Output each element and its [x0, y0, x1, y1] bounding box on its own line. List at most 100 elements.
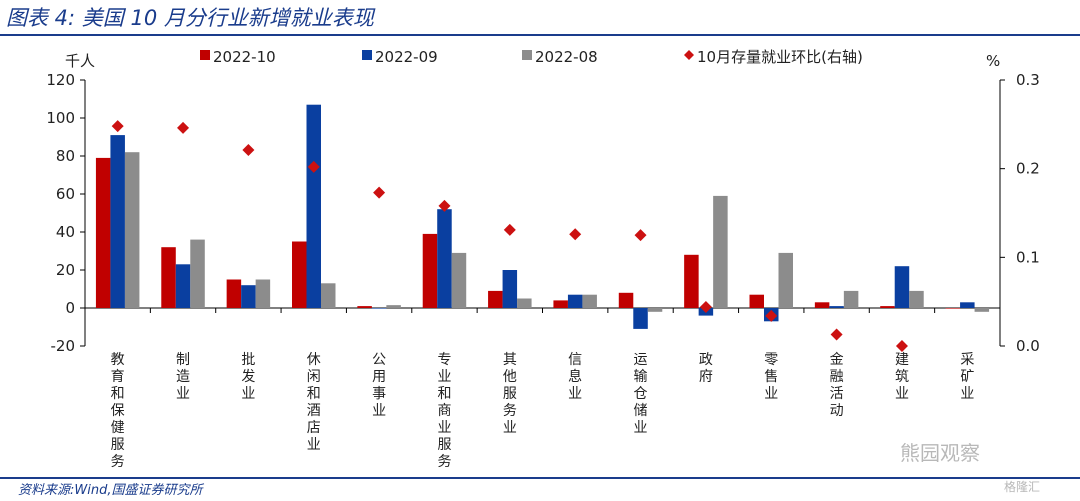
bar — [713, 195, 728, 308]
bar — [633, 308, 648, 329]
ratio-point — [177, 121, 190, 134]
ratio-point — [111, 120, 124, 133]
ratio-point — [307, 160, 320, 173]
bar — [502, 270, 518, 308]
bar — [909, 290, 924, 308]
bar — [124, 152, 140, 308]
legend-label: 2022-10 — [213, 48, 276, 66]
bar — [778, 252, 793, 308]
left-tick-label: 120 — [46, 71, 75, 89]
watermark: 熊园观察 — [900, 441, 980, 465]
left-tick-label: 20 — [56, 261, 75, 279]
bar — [386, 305, 401, 308]
bar — [292, 241, 307, 308]
left-tick-label: 0 — [65, 299, 75, 317]
bar — [190, 239, 205, 308]
bar — [437, 209, 452, 308]
right-tick-label: 0.2 — [1016, 160, 1040, 178]
category-label: 教育和保健服务 — [111, 352, 125, 470]
bar — [357, 306, 372, 308]
right-tick-label: 0.3 — [1016, 71, 1040, 89]
left-axis-unit: 千人 — [65, 52, 95, 70]
category-label: 零售业 — [764, 352, 778, 402]
bar-chart: 2022-10 2022-09 2022-08 10月存量就业环比(右轴) -20 0 2… — [46, 48, 1040, 470]
category-label: 其他服务业 — [503, 352, 517, 436]
category-label: 信息业 — [568, 352, 582, 402]
category-label: 采矿业 — [960, 352, 974, 402]
legend-label: 2022-08 — [535, 48, 598, 66]
category-label: 专业和商业服务 — [437, 352, 451, 470]
bar — [647, 308, 663, 312]
bar — [226, 279, 242, 308]
category-labels: 教育和保健服务 制造业 批发业 休闲和酒店业 公用事业 专业和商业服务 其他服务业 信息业 运输… — [111, 352, 975, 470]
axes: -20 0 20 40 60 80 100 120 0.0 0.1 0.2 0.3 千人% — [46, 52, 1040, 355]
bar — [95, 157, 111, 308]
bar — [306, 104, 321, 308]
left-tick-label: 100 — [46, 109, 75, 127]
category-label: 政府 — [699, 352, 713, 385]
bar — [255, 279, 271, 308]
bar — [814, 302, 830, 308]
right-tick-label: 0.0 — [1016, 337, 1040, 355]
legend: 2022-10 2022-09 2022-08 10月存量就业环比(右轴) — [200, 48, 863, 66]
legend-label: 10月存量就业环比(右轴) — [697, 48, 863, 66]
ratio-point — [503, 223, 516, 236]
left-tick-label: 80 — [56, 147, 75, 165]
right-tick-label: 0.1 — [1016, 248, 1040, 266]
right-axis-unit: % — [986, 52, 1000, 70]
bar — [422, 233, 438, 308]
legend-swatch — [684, 50, 694, 60]
bar — [829, 306, 844, 308]
ratio-point — [895, 340, 908, 352]
ratio-point — [242, 144, 255, 157]
bar — [880, 306, 895, 308]
bar — [843, 290, 859, 308]
bar — [241, 285, 256, 308]
legend-swatch — [362, 50, 372, 60]
category-label: 建筑业 — [895, 352, 909, 402]
bar — [161, 247, 176, 308]
bar — [553, 300, 568, 308]
title-rule — [0, 34, 1080, 36]
category-label: 休闲和酒店业 — [307, 352, 321, 453]
ratio-point — [765, 309, 778, 322]
chart-title: 图表 4: 美国 10 月分行业新增就业表现 — [6, 6, 374, 30]
category-label: 运输仓储业 — [634, 352, 648, 436]
bar — [567, 294, 583, 308]
ratio-point — [634, 229, 647, 242]
watermark-secondary: 格隆汇 — [1004, 480, 1041, 494]
left-tick-label: 40 — [56, 223, 75, 241]
ratio-point — [438, 199, 451, 212]
footer-rule — [0, 477, 1080, 479]
legend-label: 2022-09 — [375, 48, 438, 66]
bar — [960, 302, 975, 308]
bars — [95, 104, 990, 329]
left-tick-label: 60 — [56, 185, 75, 203]
bar — [945, 308, 961, 309]
bar — [684, 254, 699, 308]
ratio-point — [830, 328, 843, 341]
ratio-points — [111, 120, 908, 352]
ratio-point — [699, 300, 712, 313]
bar — [175, 264, 191, 308]
bar — [974, 308, 990, 312]
source-note: 资料来源:Wind,国盛证券研究所 — [18, 483, 203, 498]
legend-swatch — [200, 50, 210, 60]
category-label: 制造业 — [176, 352, 190, 402]
category-label: 批发业 — [241, 352, 255, 402]
bar — [582, 294, 597, 308]
bar — [451, 252, 467, 308]
bar — [110, 135, 125, 308]
bar — [488, 290, 503, 308]
category-label: 金融活动 — [830, 352, 844, 419]
ratio-point — [569, 228, 582, 241]
legend-swatch — [522, 50, 532, 60]
left-tick-label: -20 — [51, 337, 76, 355]
bar — [618, 292, 634, 308]
bar — [749, 294, 764, 308]
bar — [894, 266, 910, 308]
bar — [321, 283, 336, 308]
ratio-point — [373, 186, 386, 199]
bar — [517, 298, 532, 308]
bar — [371, 308, 387, 309]
